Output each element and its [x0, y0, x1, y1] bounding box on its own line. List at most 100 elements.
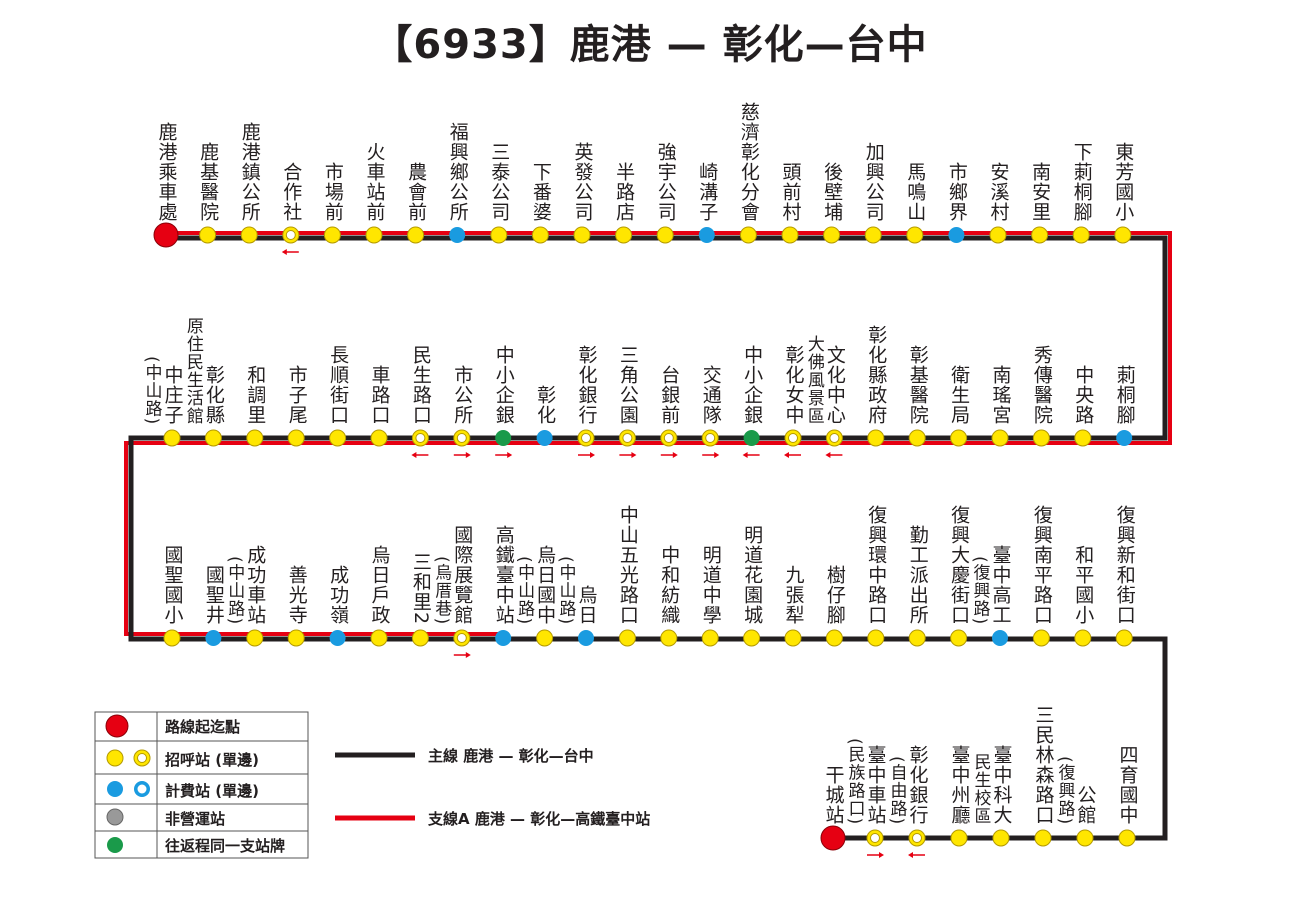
stop-marker — [656, 226, 674, 244]
station-label: 後壁埔 — [821, 162, 843, 222]
station-label: 市鄉界 — [945, 162, 968, 222]
stop-marker — [615, 226, 633, 244]
fare-marker — [1116, 430, 1133, 446]
legend-terminal — [105, 714, 129, 738]
station-label: 臺中高工 (復興路) — [969, 545, 1012, 625]
single-stop-inner — [663, 433, 674, 443]
station-name: 三和里2 — [409, 551, 432, 625]
station-name: 彰化銀行 — [906, 745, 929, 825]
direction-arrow-head — [465, 652, 471, 658]
station-name: 彰化縣 — [202, 365, 225, 425]
station-name: 文化中心 — [823, 345, 846, 425]
stop-marker — [701, 629, 719, 647]
station-label: 四育國中 — [1116, 745, 1139, 825]
station-label: 明道中學 — [700, 545, 722, 625]
station-label: 中山五光路口 — [617, 505, 639, 625]
station-name: 善光寺 — [285, 565, 308, 625]
station-name: 三泰公司 — [488, 142, 511, 222]
stop-marker — [531, 226, 549, 244]
stop-marker — [908, 429, 926, 447]
station-label: 中和紡織 — [658, 545, 681, 625]
station-name: 南安里 — [1029, 162, 1052, 222]
station-name: 加興公司 — [862, 142, 885, 222]
single-stop-inner — [415, 433, 426, 443]
station-name: 中和紡織 — [658, 545, 681, 625]
station-name: 臺中高工 — [989, 545, 1012, 625]
stop-marker — [1031, 226, 1049, 244]
station-name: 市子尾 — [285, 365, 308, 425]
direction-arrow-head — [784, 452, 789, 458]
station-label: 農會前 — [405, 162, 427, 222]
station-name: 國聖國小 — [161, 545, 184, 625]
station-label: 干城站 — [823, 765, 845, 825]
station-name: 成功嶺 — [327, 565, 350, 625]
station-label: 中小企銀 — [493, 345, 515, 425]
direction-arrow-head — [908, 852, 913, 858]
station-name: 市鄉界 — [945, 162, 968, 222]
station-label: 衛生局 — [948, 365, 970, 425]
station-label: 英發公司 — [572, 142, 594, 222]
station-name: 鹿基醫院 — [197, 142, 220, 222]
station-label: 國聖國小 — [161, 545, 184, 625]
fare-marker — [205, 630, 222, 646]
station-label: 中小企銀 — [741, 345, 763, 425]
legend-stop — [106, 749, 124, 767]
station-label: 東芳國小 — [1112, 142, 1134, 222]
direction-arrow-head — [590, 452, 595, 458]
legend-nonservice — [106, 808, 124, 826]
station-label: 國際展覽館 (烏厝巷) — [430, 525, 473, 625]
station-name: (自由路) — [886, 755, 907, 825]
station-label: 成功嶺 — [327, 565, 350, 625]
main-line — [128, 235, 1168, 841]
station-name: 民生路口 — [409, 345, 432, 425]
station-name: 彰基醫院 — [906, 345, 929, 425]
station-label: 彰化縣政府 — [865, 325, 887, 425]
fare-marker — [449, 227, 466, 243]
station-label: 善光寺 — [285, 565, 308, 625]
station-name: 慈濟彰化分會 — [737, 102, 760, 222]
station-name: 明道花園城 — [741, 525, 764, 625]
stop-marker — [573, 226, 591, 244]
station-label: 彰基醫院 — [906, 345, 929, 425]
station-name: (中山路) — [514, 555, 535, 625]
station-name: 國聖井 — [202, 565, 225, 625]
station-name: (烏厝巷) — [431, 555, 452, 625]
station-name: 莿桐腳 — [1113, 365, 1136, 425]
stop-marker — [1115, 629, 1133, 647]
station-label: 火車站前 — [364, 142, 386, 222]
station-label: 三泰公司 — [488, 142, 511, 222]
station-label: 鹿港鎮公所 — [239, 122, 261, 222]
stop-marker — [163, 429, 181, 447]
station-name: 崎溝子 — [696, 162, 719, 222]
station-label: 和調里 — [244, 365, 266, 425]
station-name: 彰化 — [534, 385, 557, 425]
stop-marker — [240, 226, 258, 244]
same-sign-marker — [743, 430, 760, 446]
station-label: 烏日戶政 — [369, 545, 391, 625]
station-name: 市場前 — [321, 162, 344, 222]
station-name: (復興路) — [969, 555, 990, 625]
stop-marker — [1114, 226, 1132, 244]
stop-marker — [1032, 629, 1050, 647]
legend-label: 計費站 (單邊) — [165, 782, 259, 800]
stop-marker — [864, 226, 882, 244]
station-name: 中庄子 — [161, 365, 184, 425]
fare-marker — [329, 630, 346, 646]
station-label: 復興環中路口 — [865, 505, 887, 625]
single-stop-inner — [829, 433, 840, 443]
station-label: 高鐵臺中站 — [493, 525, 515, 625]
station-name: 四育國中 — [1116, 745, 1139, 825]
station-label: 復興南平路口 — [1031, 505, 1053, 625]
station-label: 交通隊 — [700, 365, 722, 425]
single-stop-inner — [456, 633, 467, 643]
stop-marker — [991, 429, 1009, 447]
station-name: 市公所 — [451, 365, 474, 425]
stop-marker — [739, 226, 757, 244]
station-name: (中山路) — [141, 355, 162, 425]
direction-arrow-head — [281, 249, 287, 255]
station-name: (復興路) — [1054, 755, 1075, 825]
station-label: 臺中車站 (民族路口) — [844, 738, 887, 825]
station-label: 復興新和街口 — [1114, 505, 1136, 625]
terminal-marker — [153, 222, 179, 248]
